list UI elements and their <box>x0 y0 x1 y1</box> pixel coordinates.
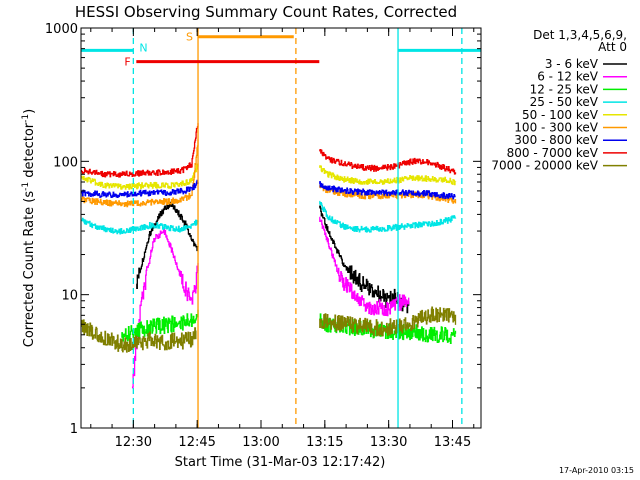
series-line <box>131 227 199 389</box>
x-tick-label: 13:45 <box>434 435 471 450</box>
chart-axes-layer: 1 10 100 1000 12:30 12:45 13:00 13:15 13:30 13:45 <box>45 22 481 450</box>
y-tick-label: 10 <box>61 289 78 304</box>
chart-lines-layer <box>81 123 457 389</box>
flag-label: S <box>186 31 193 44</box>
x-tick-label: 13:00 <box>242 435 279 450</box>
legend-entry-label: 300 - 800 keV <box>514 133 598 147</box>
chart-title: HESSI Observing Summary Count Rates, Cor… <box>75 3 457 21</box>
legend-entry-label: 12 - 25 keV <box>530 82 599 96</box>
series-line <box>81 319 197 353</box>
x-tick-label: 12:30 <box>115 435 152 450</box>
series-line <box>319 149 457 175</box>
legend-entry-label: 800 - 7000 keV <box>507 146 599 160</box>
chart-overlay-layer: N S F <box>81 28 481 428</box>
legend-entry-label: 7000 - 20000 keV <box>491 159 598 173</box>
x-tick-label: 13:30 <box>370 435 407 450</box>
legend-header: Det 1,3,4,5,6,9, <box>533 28 627 42</box>
legend-entry-label: 50 - 100 keV <box>522 108 599 122</box>
series-line <box>81 163 199 190</box>
legend-entry-label: 25 - 50 keV <box>530 95 599 109</box>
y-tick-label: 100 <box>53 155 78 170</box>
series-line <box>81 139 199 208</box>
y-axis-label: Corrected Count Rate (s-1 detector-1) <box>21 109 37 347</box>
x-tick-label: 12:45 <box>178 435 215 450</box>
flag-label: F <box>124 56 130 69</box>
series-line <box>121 309 199 342</box>
series-line <box>319 306 457 337</box>
legend-entry-label: 100 - 300 keV <box>514 121 598 135</box>
timestamp-label: 17-Apr-2010 03:15 <box>559 466 634 475</box>
plot-frame <box>80 27 482 429</box>
series-line <box>319 165 457 186</box>
series-line <box>81 217 199 235</box>
series-line <box>319 181 456 200</box>
legend-header: Att 0 <box>598 40 627 54</box>
x-axis-label: Start Time (31-Mar-03 12:17:42) <box>175 455 386 470</box>
series-line <box>81 179 199 198</box>
legend-entry-label: 3 - 6 keV <box>545 57 599 71</box>
series-line <box>319 200 457 233</box>
y-tick-label: 1000 <box>45 22 78 37</box>
y-tick-label: 1 <box>70 422 78 437</box>
flag-label: N <box>139 41 147 54</box>
legend-entry-label: 6 - 12 keV <box>537 70 599 84</box>
series-line <box>319 205 410 314</box>
series-line <box>81 123 199 178</box>
x-tick-label: 13:15 <box>306 435 343 450</box>
series-line <box>319 216 410 317</box>
